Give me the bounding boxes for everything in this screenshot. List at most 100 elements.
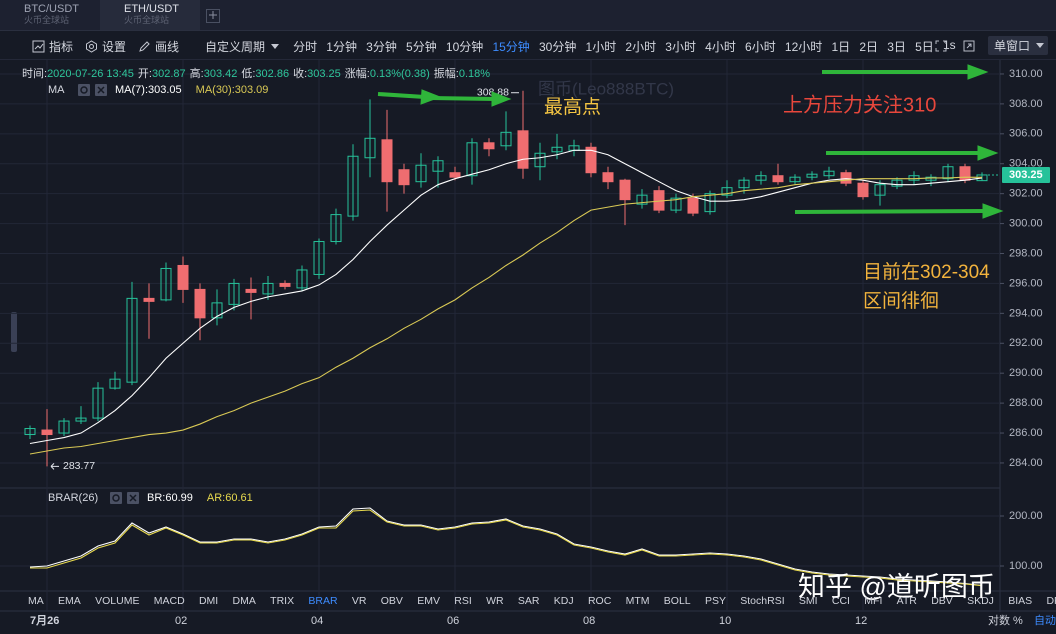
x-tick-label: 7月26 [30, 614, 59, 627]
period[interactable]: 15分钟 [492, 39, 530, 54]
indicator-tab[interactable]: MA [28, 595, 44, 607]
tab-subtitle: 火币全球站 [24, 14, 70, 25]
arrows [377, 64, 1004, 219]
annotation: 上方压力关注310 [783, 93, 936, 116]
period[interactable]: 1小时 [585, 39, 617, 54]
icon-close-x[interactable] [129, 494, 137, 502]
indicator-tab[interactable]: MFI [864, 595, 883, 607]
period[interactable]: 12小时 [784, 39, 823, 54]
indicator-tab[interactable]: WR [486, 595, 504, 607]
window-mode[interactable]: 单窗口 [988, 36, 1048, 55]
tool-label[interactable]: 画线 [155, 39, 180, 54]
indicator-tab[interactable]: BIAS [1008, 595, 1033, 607]
period[interactable]: 5分钟 [406, 39, 437, 54]
period[interactable]: 5日 [915, 39, 934, 54]
indicator-tab[interactable]: DPO [1046, 595, 1056, 607]
period[interactable]: 2小时 [625, 39, 657, 54]
icon-close-x[interactable] [97, 86, 105, 94]
indicator-tab[interactable]: EMV [417, 595, 440, 607]
expand-icons[interactable] [934, 39, 978, 53]
indicator-tab[interactable]: MTM [625, 595, 650, 607]
indicator-tab[interactable]: DMA [232, 595, 256, 607]
tool[interactable]: 指标 [32, 38, 73, 55]
scale-option[interactable]: 对数 [988, 613, 1010, 627]
candle-body [721, 187, 733, 196]
indicator-tab[interactable]: TRIX [270, 595, 295, 607]
period[interactable]: 3小时 [665, 39, 696, 54]
tool-icon[interactable] [85, 39, 98, 53]
candle-body [58, 420, 70, 434]
indicator-tab[interactable]: PSY [704, 595, 726, 607]
period[interactable]: 10分钟 [445, 39, 484, 54]
candle-body [483, 142, 495, 150]
tool-label[interactable]: 设置 [102, 39, 127, 54]
indicator-tab[interactable]: DBV [931, 595, 953, 607]
arrow-head [967, 64, 989, 80]
add-tab[interactable] [206, 9, 220, 23]
y-tick-label: 200.00 [1009, 510, 1043, 522]
watermark: 知乎 @道听图币 [798, 572, 995, 602]
candle-body [364, 137, 376, 159]
indicator-icons[interactable] [78, 84, 107, 96]
period[interactable]: 6小时 [745, 39, 776, 54]
indicator-tab[interactable]: VR [351, 595, 367, 607]
candle-body [177, 264, 189, 290]
icon-settings-dot[interactable] [80, 86, 88, 94]
indicator-icons[interactable] [110, 492, 139, 504]
icon-settings[interactable] [78, 84, 90, 96]
icon-settings[interactable] [110, 492, 122, 504]
period-menu[interactable]: 自定义周期 [205, 38, 280, 55]
plus-icon[interactable] [208, 10, 218, 20]
indicator-tab[interactable]: BRAR [308, 595, 338, 607]
tool[interactable]: 设置 [85, 38, 126, 55]
tool-icon[interactable] [138, 40, 151, 53]
indicator-tab[interactable]: CCI [831, 595, 850, 607]
tool-icon[interactable] [32, 40, 45, 53]
y-tick-label: 304.00 [1009, 158, 1043, 170]
tab[interactable]: BTC/USDT 火币全球站 [0, 0, 100, 30]
indicator-tab[interactable]: EMA [58, 595, 81, 607]
candle-body [262, 282, 274, 295]
indicator-tab[interactable]: DMI [198, 595, 219, 607]
y-tick-label: 298.00 [1009, 247, 1043, 259]
indicator-tab[interactable]: StochRSI [740, 595, 785, 607]
scale-option[interactable]: 自动 [1034, 614, 1056, 627]
arrow-head [977, 145, 999, 161]
period[interactable]: 分时 [293, 39, 318, 54]
candle-body [857, 182, 869, 198]
period[interactable]: 3分钟 [366, 39, 397, 54]
indicator-tab[interactable]: VOLUME [95, 595, 140, 607]
period-menu-label[interactable]: 自定义周期 [205, 39, 266, 54]
indicator-tab[interactable]: ROC [587, 595, 612, 607]
icon-settings-dot[interactable] [112, 494, 120, 502]
indicator-tab[interactable]: BOLL [663, 595, 691, 607]
period[interactable]: 3日 [887, 39, 906, 54]
caret [1036, 43, 1045, 48]
info-value: 0.13%(0.38) [369, 68, 430, 80]
indicator-tab[interactable]: RSI [454, 595, 472, 607]
info-value: 302.86 [255, 68, 290, 80]
indicator-tab[interactable]: OBV [380, 595, 403, 607]
tab[interactable]: ETH/USDT 火币全球站 [100, 0, 200, 30]
indicator-tab[interactable]: ATR [896, 595, 917, 607]
indicator-tab[interactable]: MACD [153, 595, 185, 607]
period[interactable]: 4小时 [705, 39, 736, 54]
indicator-tab[interactable]: SKDJ [967, 595, 994, 607]
info-item: 开:302.87 [138, 65, 186, 81]
indicator-tab[interactable]: KDJ [553, 595, 574, 607]
indicator-tab[interactable]: SAR [517, 595, 540, 607]
tool-label[interactable]: 指标 [49, 39, 74, 54]
tool[interactable]: 画线 [138, 38, 179, 55]
period[interactable]: 1分钟 [326, 39, 357, 54]
indicator-tab[interactable]: SMI [798, 595, 818, 607]
scale-option[interactable]: % [1013, 615, 1023, 627]
period[interactable]: 2日 [859, 39, 879, 54]
period[interactable]: 30分钟 [538, 39, 577, 54]
candle-body [41, 429, 53, 436]
window-mode-label[interactable]: 单窗口 [994, 39, 1031, 53]
period[interactable]: 1日 [831, 39, 851, 54]
indicator-name: BRAR(26) [48, 492, 98, 504]
candle-body [347, 155, 359, 217]
info-item: 高:303.42 [190, 65, 238, 81]
candle-body [143, 297, 155, 302]
